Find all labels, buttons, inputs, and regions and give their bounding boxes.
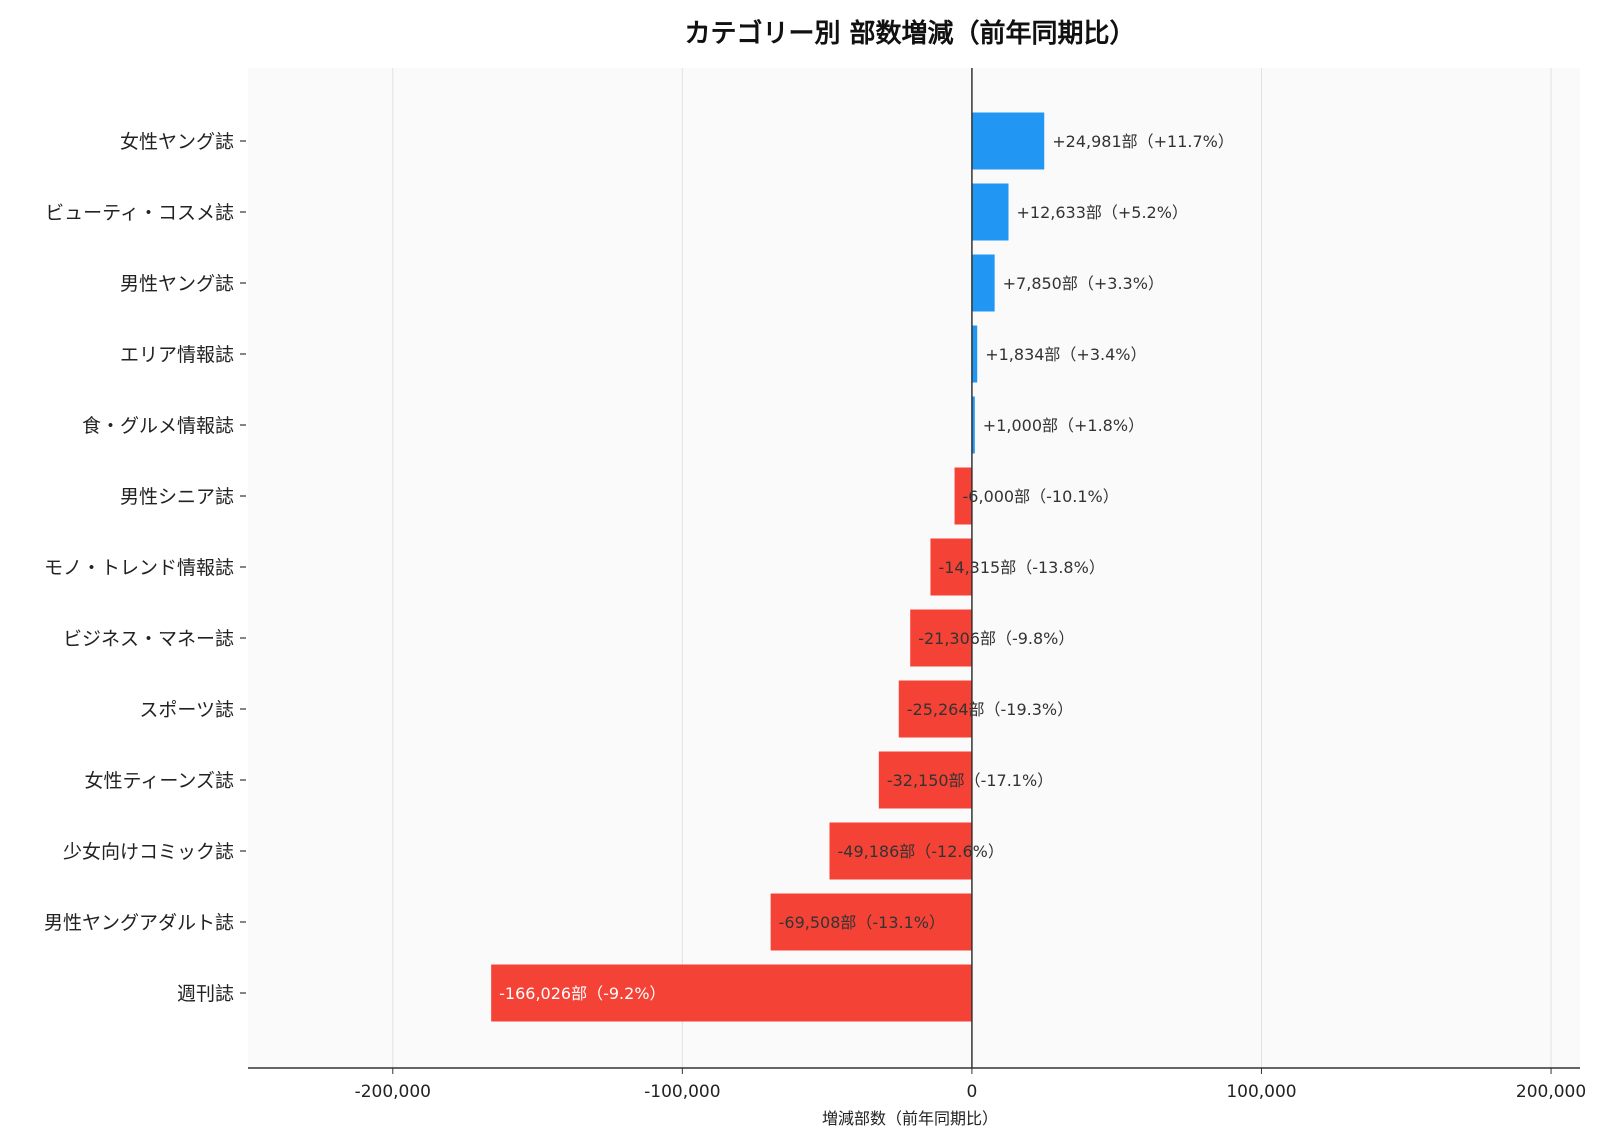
x-tick-label: 100,000	[1226, 1082, 1296, 1102]
category-labels: 女性ヤング誌ビューティ・コスメ誌男性ヤング誌エリア情報誌食・グルメ情報誌男性シニ…	[44, 131, 246, 1005]
bar	[971, 325, 978, 383]
data-labels: +24,981部（+11.7%） +12,633部（+5.2%） +7,850部（+…	[499, 132, 1234, 1003]
data-label: +24,981部（+11.7%）	[1052, 132, 1234, 151]
category-label: 女性ティーンズ誌	[84, 770, 234, 792]
bar	[491, 964, 972, 1022]
category-label: 男性シニア誌	[120, 486, 234, 508]
data-label: +12,633部（+5.2%）	[1016, 203, 1187, 222]
category-label: モノ・トレンド情報誌	[44, 557, 234, 579]
category-label: 週刊誌	[177, 983, 234, 1005]
x-tick-label: 0	[966, 1082, 977, 1102]
category-label: スポーツ誌	[139, 699, 234, 721]
x-tick-label: -200,000	[355, 1082, 431, 1102]
data-label: -166,026部（-9.2%）	[499, 984, 665, 1003]
bar	[930, 538, 972, 596]
data-label: -6,000部（-10.1%）	[963, 487, 1119, 506]
data-label: +7,850部（+3.3%）	[1003, 274, 1164, 293]
bar	[971, 112, 1045, 170]
data-label: -49,186部（-12.6%）	[837, 842, 1003, 861]
x-tick-label: 200,000	[1516, 1082, 1586, 1102]
category-label: エリア情報誌	[120, 344, 234, 366]
bar	[878, 751, 972, 809]
data-label: -69,508部（-13.1%）	[779, 913, 945, 932]
data-label: -32,150部（-17.1%）	[887, 771, 1053, 790]
bar	[954, 467, 972, 525]
bar	[770, 893, 972, 951]
category-label: 男性ヤング誌	[120, 273, 234, 295]
bars	[491, 68, 1045, 1068]
data-label: -21,306部（-9.8%）	[918, 629, 1074, 648]
data-label: -25,264部（-19.3%）	[907, 700, 1073, 719]
bar	[829, 822, 972, 880]
category-label: ビューティ・コスメ誌	[45, 202, 234, 224]
x-tick-labels: -200,000 -100,000 0 100,000 200,000	[355, 1068, 1586, 1102]
data-label: -14,315部（-13.8%）	[938, 558, 1104, 577]
category-label: 女性ヤング誌	[120, 131, 234, 153]
data-label: +1,000部（+1.8%）	[983, 416, 1144, 435]
bar	[971, 183, 1009, 241]
category-label: 食・グルメ情報誌	[82, 415, 234, 437]
bar	[898, 680, 972, 738]
bar	[971, 254, 995, 312]
grid-lines	[392, 68, 1552, 1068]
category-label: 男性ヤングアダルト誌	[44, 912, 234, 934]
bar	[971, 396, 975, 454]
category-label: ビジネス・マネー誌	[63, 628, 234, 650]
bar	[910, 609, 972, 667]
data-label: +1,834部（+3.4%）	[985, 345, 1146, 364]
chart-title: カテゴリー別 部数増減（前年同期比）	[684, 18, 1135, 49]
x-tick-label: -100,000	[644, 1082, 720, 1102]
category-label: 少女向けコミック誌	[63, 841, 234, 863]
x-axis-title: 増減部数（前年同期比）	[822, 1109, 998, 1128]
